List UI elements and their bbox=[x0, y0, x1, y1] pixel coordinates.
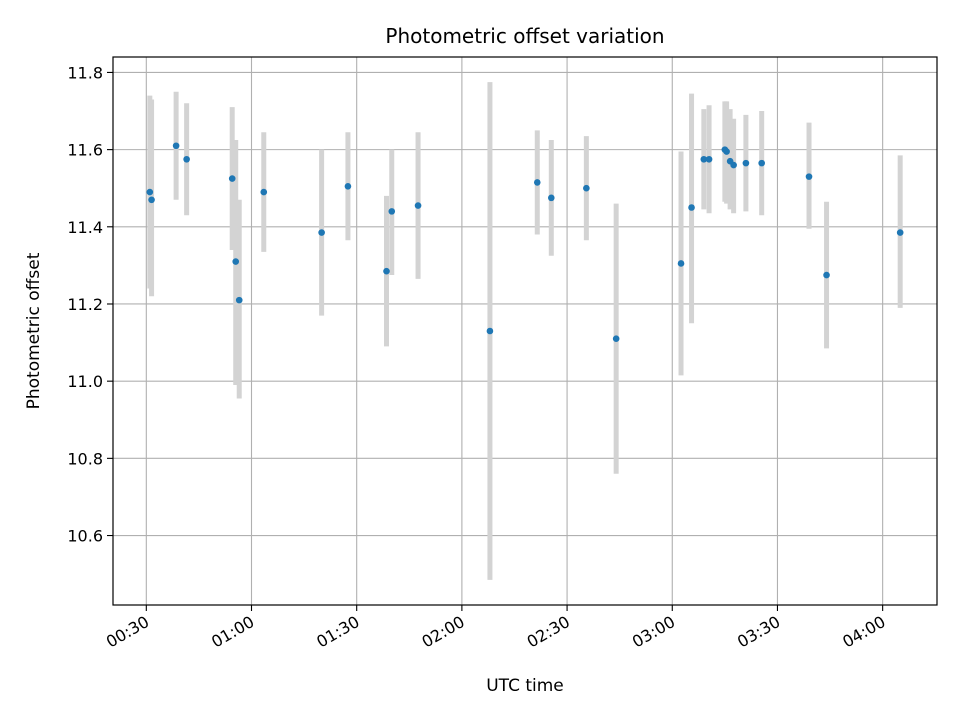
data-point bbox=[260, 188, 268, 196]
y-tick-label: 11.8 bbox=[67, 63, 103, 82]
data-point bbox=[146, 188, 154, 196]
plot-area-frame bbox=[112, 56, 938, 606]
y-tick-label: 11.0 bbox=[67, 372, 103, 391]
data-point bbox=[235, 296, 243, 304]
y-axis-label: Photometric offset bbox=[24, 252, 44, 409]
data-point bbox=[148, 196, 155, 204]
x-axis-label: UTC time bbox=[486, 676, 564, 696]
data-point bbox=[232, 258, 240, 265]
data-point bbox=[583, 184, 590, 192]
data-point bbox=[388, 208, 396, 215]
data-point bbox=[705, 155, 713, 163]
grid bbox=[113, 57, 937, 605]
data-points bbox=[146, 142, 904, 343]
data-point bbox=[688, 204, 695, 211]
y-tick-label: 11.2 bbox=[67, 295, 103, 314]
data-point bbox=[228, 175, 236, 182]
chart-title: Photometric offset variation bbox=[385, 24, 664, 48]
data-point bbox=[344, 182, 352, 190]
y-axis: 10.6 10.8 11.0 11.2 11.4 11.6 11.8 bbox=[67, 63, 113, 546]
data-point bbox=[758, 159, 765, 167]
data-point bbox=[723, 148, 730, 155]
data-point bbox=[700, 155, 708, 163]
data-point bbox=[805, 173, 813, 180]
data-point bbox=[533, 179, 541, 186]
data-point bbox=[414, 202, 422, 209]
data-point bbox=[486, 327, 494, 335]
data-point bbox=[677, 260, 685, 267]
data-point bbox=[172, 142, 180, 150]
y-tick-label: 11.6 bbox=[67, 141, 103, 160]
data-point bbox=[318, 229, 325, 236]
y-tick-label: 10.8 bbox=[67, 449, 103, 468]
data-point bbox=[183, 155, 190, 163]
y-tick-label: 11.4 bbox=[67, 218, 103, 237]
data-point bbox=[730, 161, 737, 169]
data-point bbox=[612, 335, 620, 343]
data-point bbox=[896, 229, 904, 236]
data-point bbox=[547, 194, 555, 202]
data-point bbox=[823, 271, 830, 279]
data-point bbox=[742, 159, 750, 167]
data-point bbox=[383, 267, 390, 275]
y-tick-label: 10.6 bbox=[67, 527, 103, 546]
